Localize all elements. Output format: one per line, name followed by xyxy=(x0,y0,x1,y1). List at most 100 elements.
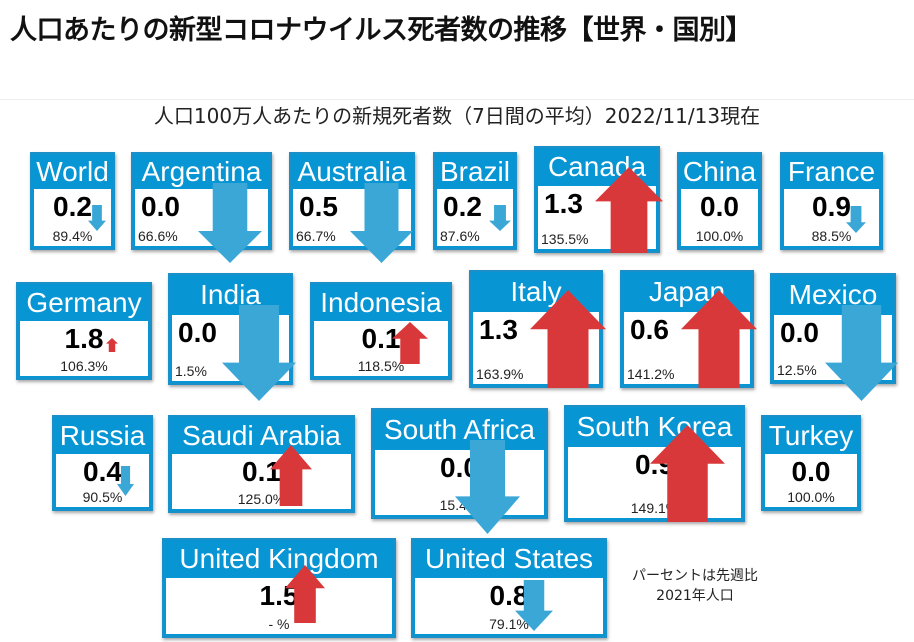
weekly-change-percent: 12.5% xyxy=(777,362,817,378)
death-rate-value: 0.0 xyxy=(700,191,739,222)
arrow-down-icon xyxy=(88,205,106,231)
country-name: Turkey xyxy=(768,420,854,451)
weekly-change-percent: 90.5% xyxy=(82,489,123,505)
card-body: 1.5 - % xyxy=(166,578,392,634)
death-rate-value: 1.5 xyxy=(259,580,299,611)
death-rate-value: 0.9 xyxy=(812,191,851,222)
weekly-change-percent: 79.1% xyxy=(489,616,529,632)
weekly-change-percent: 100.0% xyxy=(787,489,835,505)
card-body: 0.0 100.0% xyxy=(765,454,857,507)
arrow-up-icon xyxy=(650,425,725,522)
card-united-kingdom: United Kingdom 1.5 - % xyxy=(162,538,396,638)
weekly-change-percent: 125.0% xyxy=(237,491,286,507)
weekly-change-percent: 118.5% xyxy=(357,358,405,374)
footnote: パーセントは先週比 2021年人口 xyxy=(612,566,778,606)
weekly-change-percent: 88.5% xyxy=(811,228,852,244)
arrow-up-icon xyxy=(681,290,757,388)
death-rate-value: 0.6 xyxy=(630,314,669,345)
country-name: United States xyxy=(424,543,594,574)
death-rate-value: 0.5 xyxy=(299,191,338,222)
arrow-down-icon xyxy=(222,305,296,401)
arrow-down-icon xyxy=(350,183,413,263)
country-name: South Korea xyxy=(576,411,733,442)
weekly-change-percent: 149.1% xyxy=(630,500,679,516)
death-rate-value: 0.2 xyxy=(443,191,482,222)
country-name: World xyxy=(36,156,109,187)
weekly-change-percent: 66.7% xyxy=(296,228,336,244)
card-body: 0.1 118.5% xyxy=(314,321,448,376)
arrow-down-icon xyxy=(489,205,511,231)
arrow-down-icon xyxy=(455,440,520,534)
death-rate-value: 1.8 xyxy=(64,323,104,354)
death-rate-value: 0.2 xyxy=(53,191,92,222)
card-italy: Italy 1.3 163.9% xyxy=(469,270,603,388)
weekly-change-percent: - % xyxy=(268,616,290,632)
country-name: Saudi Arabia xyxy=(182,420,341,451)
card-france: France 0.9 88.5% xyxy=(780,152,883,250)
card-body: 1.8 106.3% xyxy=(20,321,148,376)
arrow-down-icon xyxy=(846,206,866,233)
card-australia: Australia 0.5 66.7% xyxy=(289,152,415,250)
arrow-down-icon xyxy=(198,183,262,263)
death-rate-value: 0.8 xyxy=(489,580,529,611)
country-name: China xyxy=(682,156,757,187)
footnote-line-2: 2021年人口 xyxy=(656,588,734,604)
arrow-down-icon xyxy=(515,580,553,631)
weekly-change-percent: 163.9% xyxy=(476,366,524,382)
death-rate-value: 1.3 xyxy=(544,188,583,219)
card-body: 0.8 79.1% xyxy=(415,578,603,634)
card-body: 0.4 90.5% xyxy=(56,454,149,507)
card-body: 0.0 100.0% xyxy=(681,189,758,246)
death-rate-value: 0.4 xyxy=(83,456,122,487)
page-title: 人口あたりの新型コロナウイルス死者数の推移【世界・国別】 xyxy=(10,15,753,46)
card-indonesia: Indonesia 0.1 118.5% xyxy=(310,282,452,380)
card-body: 0.1 125.0% xyxy=(172,454,351,509)
card-united-states: United States 0.8 79.1% xyxy=(411,538,607,638)
death-rate-value: 0.1 xyxy=(242,456,281,487)
arrow-up-icon xyxy=(595,167,663,253)
country-name: Indonesia xyxy=(320,287,442,318)
arrow-down-icon xyxy=(825,305,898,401)
card-turkey: Turkey 0.0 100.0% xyxy=(761,415,861,511)
country-name: Australia xyxy=(297,156,407,187)
death-rate-value: 0.0 xyxy=(780,317,819,348)
arrow-down-icon xyxy=(117,466,134,496)
divider xyxy=(0,99,914,100)
card-mexico: Mexico 0.0 12.5% xyxy=(770,273,896,384)
card-body: 0.9 88.5% xyxy=(784,189,879,246)
card-china: China 0.0 100.0% xyxy=(677,152,762,250)
card-russia: Russia 0.4 90.5% xyxy=(52,415,153,511)
weekly-change-percent: 106.3% xyxy=(60,358,108,374)
country-name: Italy xyxy=(510,276,562,307)
arrow-up-icon xyxy=(285,565,325,623)
arrow-up-icon xyxy=(530,290,606,388)
card-south-africa: South Africa 0.0 15.4% xyxy=(371,408,548,519)
weekly-change-percent: 66.6% xyxy=(138,228,178,244)
weekly-change-percent: 87.6% xyxy=(440,228,480,244)
country-name: Brazil xyxy=(439,156,510,187)
country-name: United Kingdom xyxy=(179,543,379,574)
weekly-change-percent: 141.2% xyxy=(627,366,675,382)
card-saudi-arabia: Saudi Arabia 0.1 125.0% xyxy=(168,415,355,513)
death-rate-value: 0.0 xyxy=(141,191,180,222)
footnote-line-1: パーセントは先週比 xyxy=(632,568,758,584)
country-name: India xyxy=(200,279,261,310)
card-brazil: Brazil 0.2 87.6% xyxy=(433,152,517,250)
weekly-change-percent: 1.5% xyxy=(175,363,207,379)
card-germany: Germany 1.8 106.3% xyxy=(16,282,152,380)
weekly-change-percent: 100.0% xyxy=(695,228,744,244)
weekly-change-percent: 135.5% xyxy=(541,231,589,247)
country-name: Mexico xyxy=(788,279,878,310)
country-name: Russia xyxy=(59,420,146,451)
country-name: Argentina xyxy=(141,156,262,187)
country-name: South Africa xyxy=(384,414,535,445)
card-world: World 0.2 89.4% xyxy=(30,152,115,250)
country-name: Germany xyxy=(26,287,142,318)
weekly-change-percent: 89.4% xyxy=(52,228,93,244)
death-rate-value: 1.3 xyxy=(479,314,518,345)
arrow-up-icon xyxy=(392,322,428,364)
death-rate-value: 0.0 xyxy=(791,456,831,487)
country-name: France xyxy=(787,156,876,187)
arrow-up-icon xyxy=(270,445,312,506)
